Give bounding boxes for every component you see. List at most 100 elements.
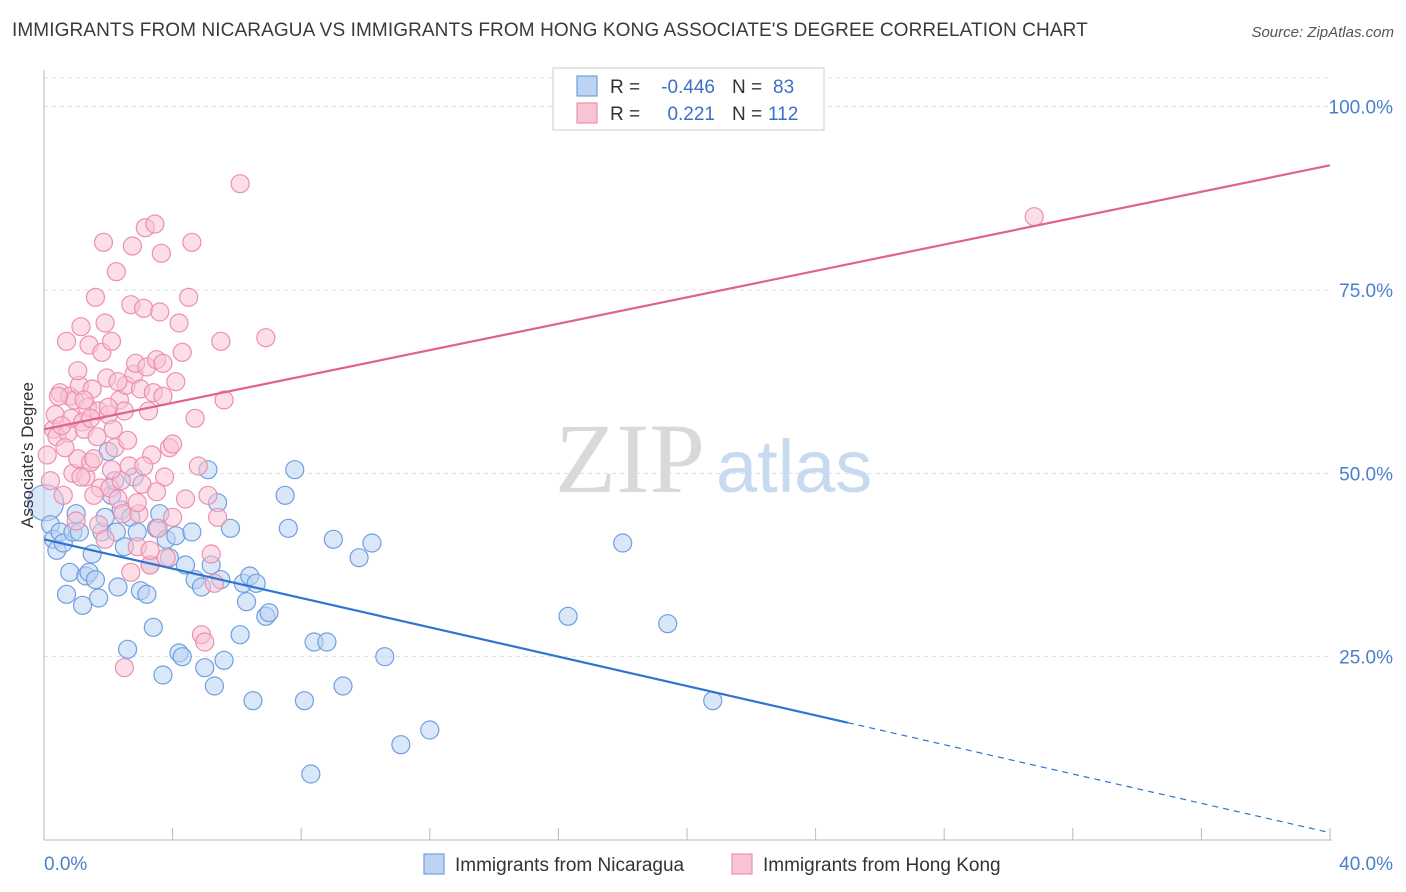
point-nicaragua [143, 617, 163, 637]
point-nicaragua [214, 650, 234, 670]
point-nicaragua [362, 533, 382, 553]
point-nicaragua [220, 518, 241, 538]
point-hongkong [154, 467, 175, 487]
point-hongkong [208, 507, 228, 527]
point-hongkong [163, 507, 183, 527]
bottom-legend-label-nicaragua: Immigrants from Nicaragua [455, 855, 685, 876]
point-nicaragua [275, 485, 295, 505]
point-nicaragua [230, 625, 250, 645]
point-nicaragua [108, 577, 128, 597]
point-hongkong [256, 328, 276, 348]
point-hongkong [211, 331, 231, 351]
point-hongkong [117, 430, 138, 450]
point-hongkong [166, 372, 186, 392]
point-hongkong [122, 236, 143, 256]
x-tick-label-max: 40.0% [1339, 854, 1393, 875]
point-hongkong [230, 174, 250, 194]
point-hongkong [98, 397, 118, 417]
chart-title: IMMIGRANTS FROM NICARAGUA VS IMMIGRANTS … [12, 20, 1088, 41]
point-nicaragua [117, 639, 138, 659]
y-tick-label: 25.0% [1339, 648, 1393, 669]
point-hongkong [214, 390, 234, 410]
bottom-legend-swatch-nicaragua [423, 853, 445, 875]
legend-r-value-1: -0.446 [661, 77, 715, 98]
point-hongkong [148, 518, 168, 538]
trend-line-hongkong [43, 164, 1331, 431]
legend-r-label-2: R = [610, 104, 640, 125]
point-hongkong [85, 287, 106, 307]
point-hongkong [188, 456, 208, 476]
point-nicaragua [166, 526, 186, 546]
point-hongkong [106, 262, 126, 282]
point-hongkong [169, 313, 189, 333]
point-nicaragua [317, 632, 337, 652]
point-nicaragua [204, 676, 224, 696]
point-hongkong [1024, 207, 1044, 227]
tick-labels: 25.0% 50.0% 75.0% 100.0% 0.0% 40.0% [44, 98, 1393, 875]
point-hongkong [195, 632, 215, 652]
point-hongkong [108, 372, 128, 392]
legend-n-label-1: N = [732, 77, 762, 98]
point-nicaragua [182, 522, 202, 542]
point-hongkong [53, 485, 73, 505]
legend-r-label-1: R = [610, 77, 640, 98]
bottom-legend-label-hongkong: Immigrants from Hong Kong [763, 855, 1001, 876]
point-hongkong [127, 493, 147, 513]
point-hongkong [71, 317, 91, 337]
y-tick-label: 50.0% [1339, 464, 1393, 485]
watermark: ZIP atlas [555, 403, 872, 514]
grid-lines [44, 77, 1332, 658]
point-nicaragua [333, 676, 353, 696]
legend-n-label-2: N = [732, 104, 762, 125]
point-hongkong [172, 342, 192, 362]
series-hongkong-points [37, 174, 1044, 678]
legend-swatch-nicaragua [576, 75, 598, 97]
trend-lines [43, 164, 1331, 834]
x-tick-label-min: 0.0% [44, 854, 87, 875]
bottom-legend: Immigrants from Nicaragua Immigrants fro… [423, 853, 1001, 876]
point-nicaragua [558, 606, 578, 626]
point-hongkong [114, 658, 134, 678]
trend-line-nicaragua [43, 538, 848, 724]
point-hongkong [175, 489, 196, 509]
point-nicaragua [391, 735, 411, 755]
point-hongkong [121, 562, 141, 582]
y-axis-label: Associate's Degree [18, 382, 37, 528]
point-hongkong [153, 353, 173, 373]
point-nicaragua [278, 518, 298, 538]
point-hongkong [68, 361, 88, 381]
point-nicaragua [236, 592, 257, 612]
point-nicaragua [56, 584, 77, 604]
point-nicaragua [349, 548, 369, 568]
point-hongkong [163, 434, 183, 454]
point-nicaragua [137, 584, 157, 604]
bottom-legend-swatch-hongkong [731, 853, 753, 875]
point-hongkong [145, 214, 165, 234]
point-nicaragua [85, 570, 106, 590]
point-hongkong [40, 471, 61, 491]
point-nicaragua [172, 647, 192, 667]
legend-r-value-2: 0.221 [667, 104, 715, 125]
point-hongkong [150, 302, 170, 322]
point-hongkong [198, 485, 218, 505]
point-hongkong [95, 313, 115, 333]
point-hongkong [101, 460, 122, 480]
point-nicaragua [60, 562, 80, 582]
source-credit: Source: ZipAtlas.com [1251, 24, 1394, 41]
legend-n-value-1: 83 [773, 77, 794, 98]
point-nicaragua [375, 647, 395, 667]
point-nicaragua [613, 533, 633, 553]
point-hongkong [84, 485, 104, 505]
legend-n-value-2: 112 [768, 104, 798, 125]
point-nicaragua [323, 529, 343, 549]
point-nicaragua [243, 691, 263, 711]
point-hongkong [156, 548, 176, 568]
point-nicaragua [420, 720, 440, 740]
point-nicaragua [153, 665, 173, 685]
point-hongkong [101, 331, 122, 351]
point-hongkong [87, 427, 107, 447]
point-hongkong [146, 482, 167, 502]
point-hongkong [140, 540, 160, 560]
point-hongkong [182, 232, 202, 252]
point-hongkong [185, 408, 205, 428]
